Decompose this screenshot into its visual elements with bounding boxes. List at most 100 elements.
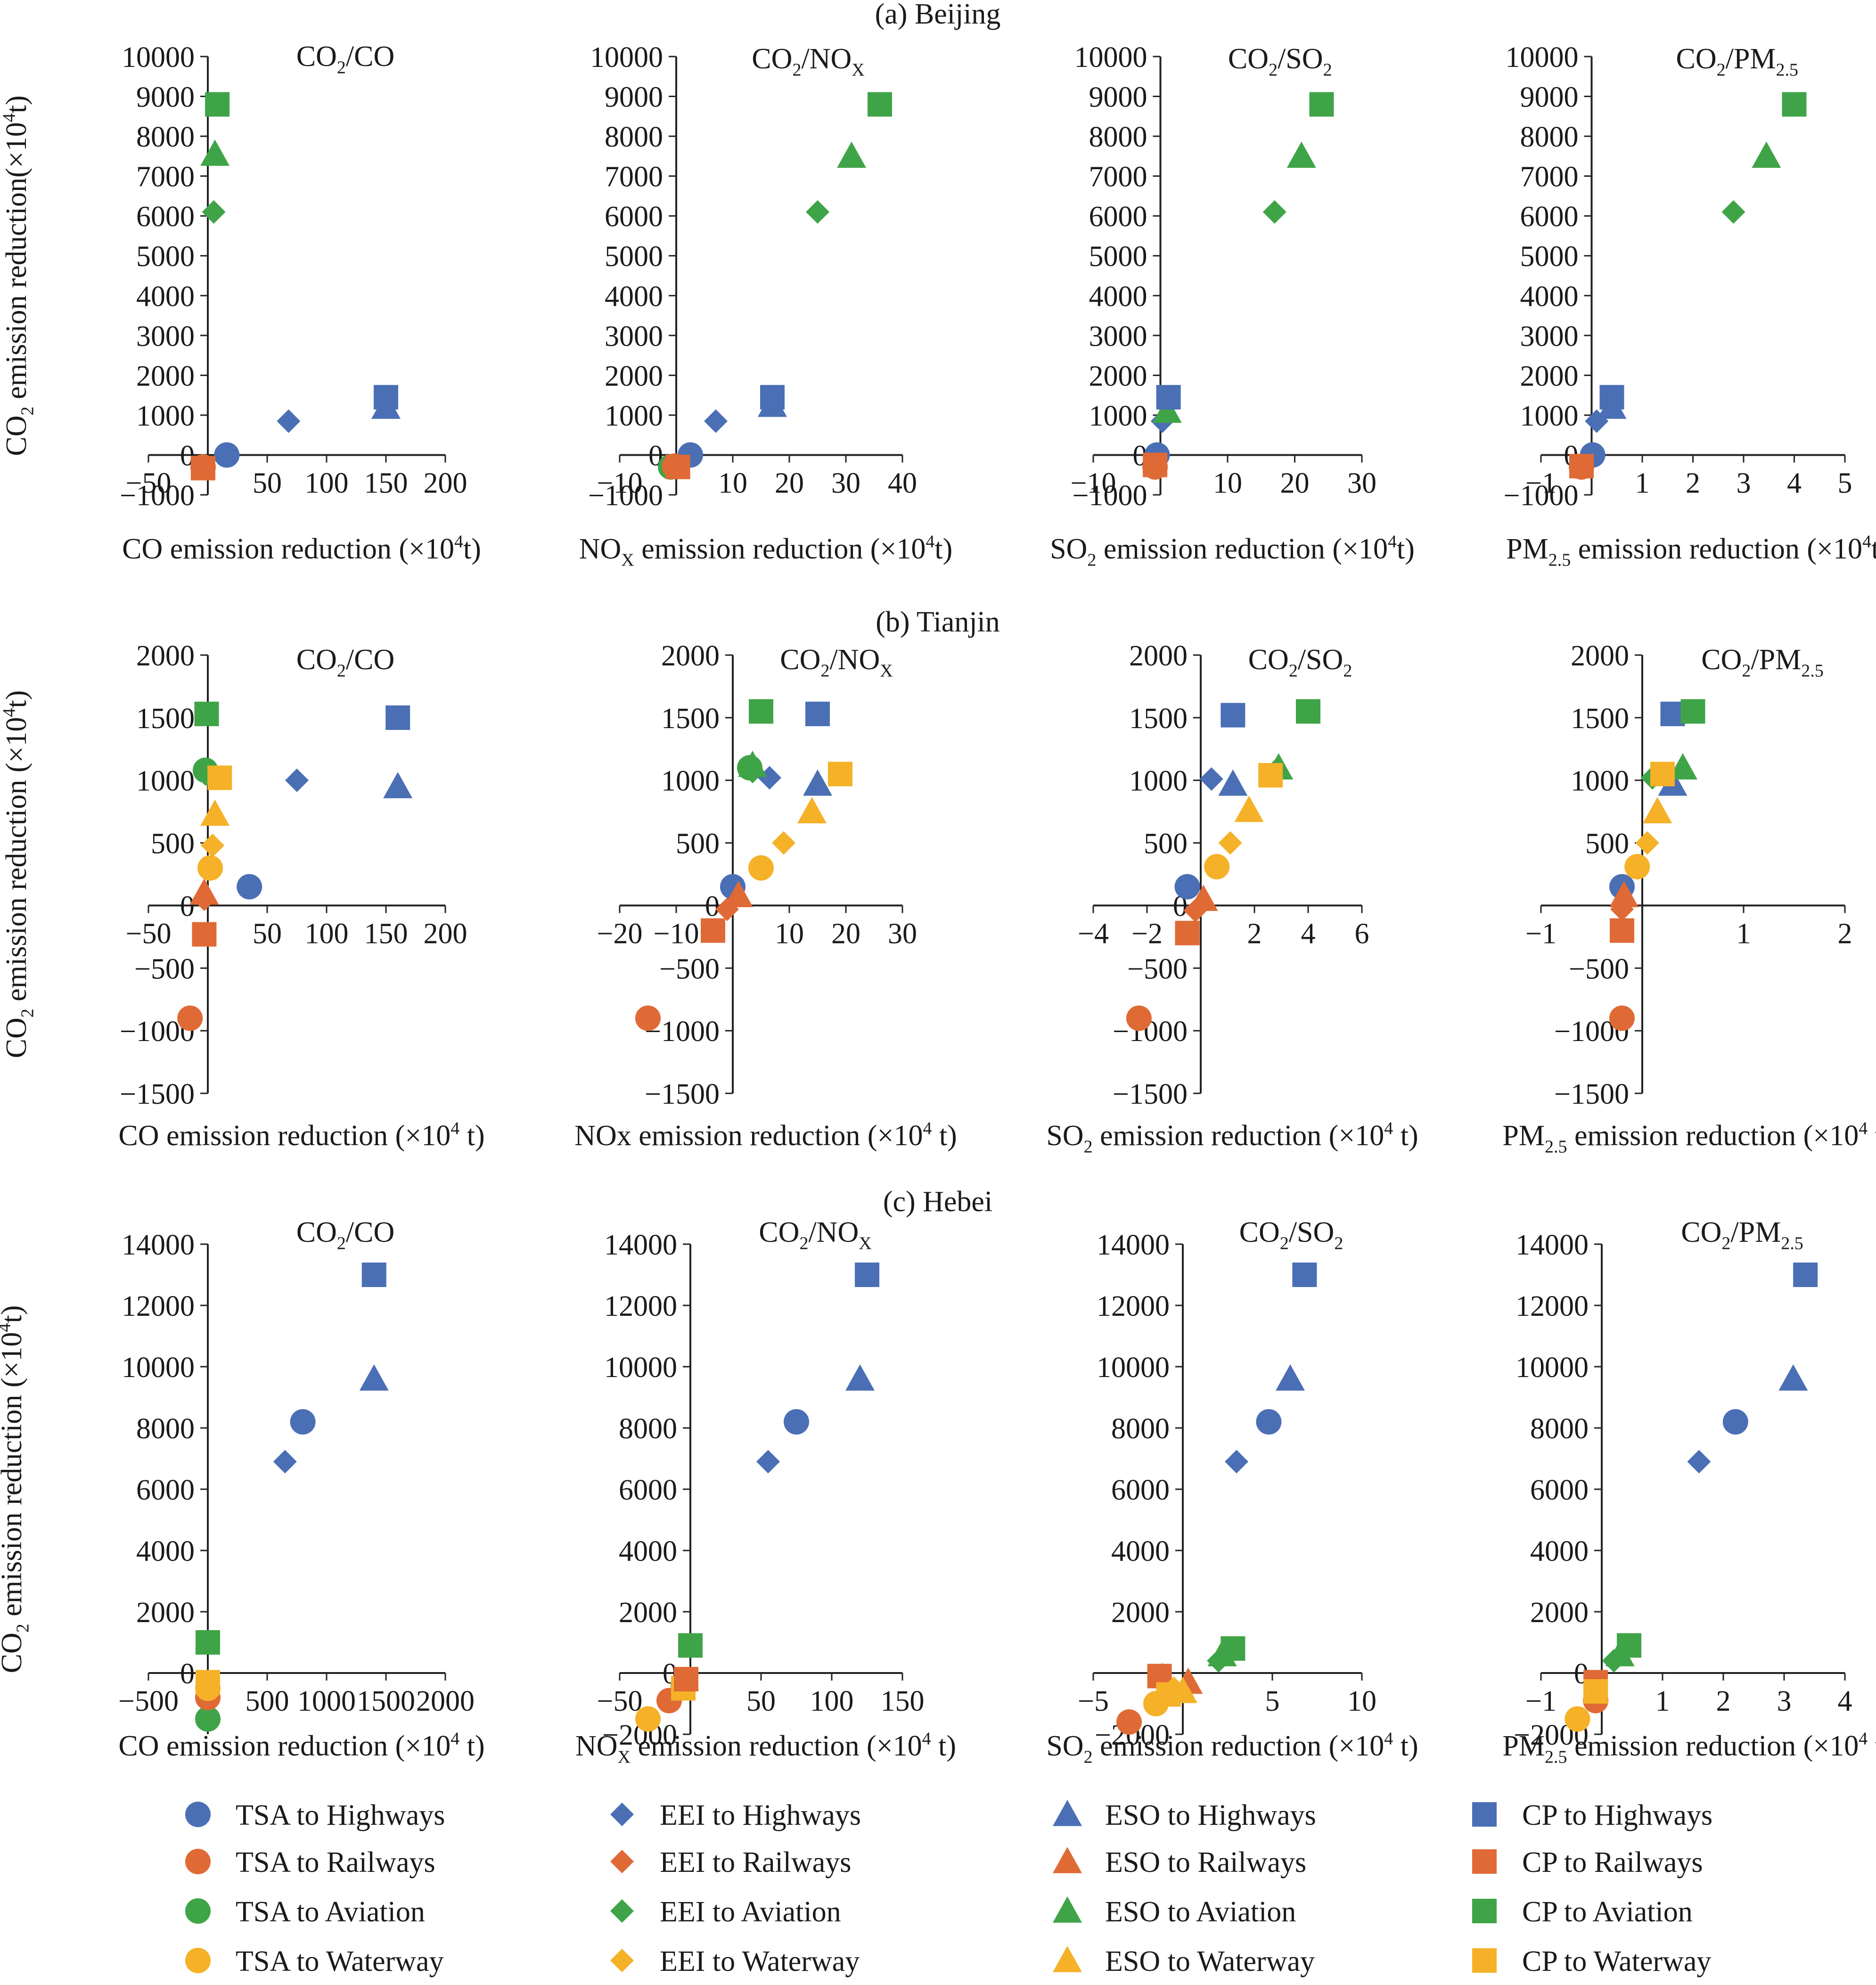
marker-eso-aviation: [1752, 141, 1781, 168]
marker-eso-aviation: [1152, 396, 1182, 423]
scatter-points: [658, 92, 892, 480]
marker-tsa-highways: [1722, 1409, 1748, 1435]
y-tick-label: 0: [180, 890, 195, 922]
y-tick-label: −1500: [1113, 1078, 1188, 1110]
x-tick-label: −1: [1525, 467, 1557, 499]
x-tick-label: 500: [246, 1685, 289, 1717]
legend-item: EEI to Waterway: [610, 1945, 860, 1977]
marker-tsa-railways: [177, 1005, 203, 1031]
y-tick-label: 9000: [1089, 82, 1147, 114]
marker-eso-railways: [1188, 885, 1218, 911]
y-tick-label: 0: [705, 890, 720, 922]
panel-0: −50 50 100 150 200−1500−1000−500050010001500…: [118, 640, 484, 1152]
legend-label: EEI to Waterway: [660, 1945, 860, 1977]
scatter-points: [1142, 92, 1334, 480]
x-tick-label: 5: [1265, 1685, 1280, 1717]
panel-title: CO2/CO: [296, 1216, 395, 1254]
y-tick-label: 1500: [1129, 703, 1188, 735]
x-tick-label: −10: [654, 918, 699, 950]
marker-eso-aviation: [837, 141, 866, 168]
panel-3: −1 1 2 3 4−200002000400060008000100001200014…: [1502, 1216, 1876, 1767]
x-axis-label: CO emission reduction (×104t): [122, 532, 481, 565]
legend-label: CP to Railways: [1522, 1846, 1703, 1878]
x-tick-label: 10: [718, 467, 747, 499]
marker-eso-highways: [359, 1364, 389, 1391]
y-tick-label: −1000: [1073, 480, 1147, 512]
x-tick-label: 30: [888, 918, 917, 950]
y-tick-label: 4000: [1111, 1535, 1170, 1567]
legend-item: TSA to Waterway: [185, 1945, 444, 1977]
y-tick-label: 1500: [136, 703, 195, 735]
y-tick-label: 12000: [1097, 1290, 1170, 1322]
panel-title: CO2/PM2.5: [1676, 43, 1798, 80]
y-tick-label: 500: [1585, 828, 1629, 860]
x-tick-label: 1: [1635, 467, 1650, 499]
marker-cp-aviation: [1617, 1633, 1642, 1658]
x-axis-label: CO emission reduction (×104 t): [118, 1118, 484, 1152]
marker-eso-aviation: [200, 139, 230, 166]
legend-item: CP to Aviation: [1472, 1896, 1693, 1928]
x-tick-label: −2: [1131, 918, 1163, 950]
y-tick-label: −1500: [120, 1078, 195, 1110]
marker-eso-highways: [383, 772, 413, 798]
legend: TSA to Highways TSA to Railways TSA to Avi…: [185, 1799, 1712, 1977]
panel-title: CO2/CO: [296, 644, 395, 681]
marker-eso-railways: [189, 878, 219, 905]
marker-cp-railways: [190, 456, 215, 481]
y-tick-label: 1500: [661, 703, 720, 735]
y-tick-label: 6000: [619, 1474, 677, 1506]
x-tick-label: 150: [881, 1685, 925, 1717]
marker-cp-aviation: [868, 92, 892, 117]
y-tick-label: 8000: [1111, 1413, 1170, 1445]
marker-tsa-highways: [237, 874, 262, 900]
y-tick-label: 12000: [122, 1290, 195, 1322]
x-tick-label: 200: [424, 918, 467, 950]
marker-cp-aviation: [205, 92, 230, 117]
y-tick-label: 6000: [136, 201, 195, 233]
x-tick-label: −1: [1525, 918, 1557, 950]
panel-title: CO2/CO: [296, 41, 395, 78]
y-tick-label: 10000: [122, 41, 195, 74]
x-tick-label: 30: [831, 467, 860, 499]
y-tick-label: 7000: [605, 161, 663, 193]
x-tick-label: 3: [1737, 467, 1751, 499]
y-tick-label: 6000: [136, 1474, 195, 1506]
y-tick-label: 1000: [605, 400, 663, 432]
marker-cp-aviation: [1680, 699, 1705, 724]
marker-cp-waterway: [207, 765, 232, 790]
legend-label: EEI to Aviation: [660, 1896, 841, 1928]
marker-cp-waterway: [1258, 763, 1283, 788]
x-tick-label: −4: [1078, 918, 1109, 950]
y-tick-label: 3000: [1520, 320, 1579, 353]
marker-cp-aviation: [1309, 92, 1334, 117]
y-tick-label: 2000: [1089, 360, 1147, 392]
legend-label: CP to Waterway: [1522, 1945, 1711, 1977]
panel-0: −500 500 1000 1500 2000020004000600080001000…: [118, 1216, 485, 1762]
x-tick-label: 1: [1737, 918, 1751, 950]
x-tick-label: −10: [1071, 467, 1116, 499]
y-tick-label: 10000: [1074, 41, 1147, 74]
x-tick-label: 2: [1686, 467, 1700, 499]
y-tick-label: 4000: [1520, 280, 1579, 312]
region-0: (a) Beijing CO2 emission reduction(×104t)…: [0, 0, 1876, 570]
y-tick-label: −500: [1127, 953, 1188, 985]
x-tick-label: 1: [1655, 1685, 1670, 1717]
x-tick-label: −10: [597, 467, 643, 499]
panel-title: CO2/SO2: [1228, 43, 1332, 80]
y-tick-label: 5000: [1520, 241, 1579, 273]
y-tick-label: 1000: [136, 400, 195, 432]
x-tick-label: −500: [118, 1685, 179, 1717]
x-tick-label: 4: [1301, 918, 1316, 950]
marker-eei-highways: [1199, 767, 1223, 791]
y-tick-label: 1000: [661, 765, 720, 797]
y-tick-label: 8000: [136, 121, 195, 153]
legend-item: TSA to Highways: [185, 1799, 445, 1831]
legend-label: CP to Highways: [1522, 1799, 1712, 1831]
legend-label: TSA to Highways: [236, 1799, 445, 1831]
marker-eei-highways: [285, 768, 309, 792]
marker-eso-waterway: [1234, 796, 1264, 822]
legend-label: ESO to Aviation: [1105, 1896, 1296, 1928]
y-tick-label: 9000: [1520, 82, 1579, 114]
marker-tsa-waterway: [1204, 854, 1230, 880]
y-tick-label: 10000: [590, 41, 663, 74]
